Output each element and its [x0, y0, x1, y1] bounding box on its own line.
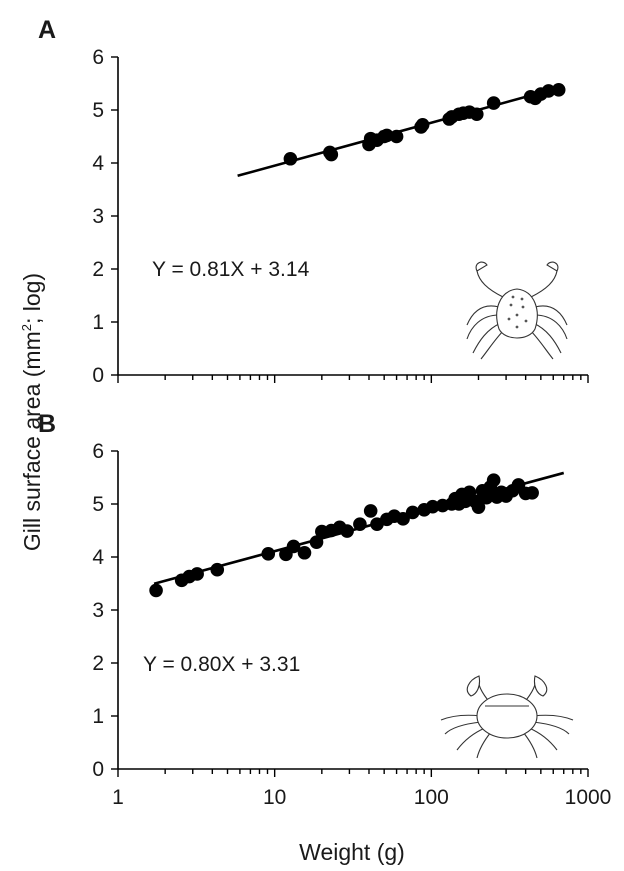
- panel-b-data-point: [405, 505, 420, 520]
- panel-b-data-point: [210, 562, 225, 577]
- x-axis-title: Weight (g): [299, 839, 405, 865]
- panel-b-data-point: [149, 583, 163, 598]
- panel-a-data-point: [389, 129, 404, 144]
- panel-a-y-tick-label: 3: [92, 205, 104, 228]
- panel-a-data-point: [415, 118, 430, 132]
- panel-a-letter: A: [38, 16, 56, 44]
- panel-a-y-tick-label: 5: [92, 99, 104, 122]
- panel-b-data-point: [261, 547, 276, 561]
- panel-b-data-point: [396, 512, 410, 526]
- panel-b-y-tick-label: 4: [92, 546, 104, 569]
- panel-b-x-tick-label: 100: [414, 786, 449, 809]
- panel-b-data-point: [297, 545, 312, 560]
- panel-b-y-tick-label: 1: [92, 705, 104, 728]
- panel-b-y-tick-label: 2: [92, 652, 104, 675]
- panel-b-y-tick-label: 3: [92, 599, 104, 622]
- panel-b-data-point: [471, 500, 486, 514]
- panel-a-equation: Y = 0.81X + 3.14: [152, 258, 310, 281]
- panel-a-y-tick-label: 1: [92, 311, 104, 334]
- panel-b-y-tick-label: 0: [92, 758, 104, 781]
- panel-b-data-point: [286, 539, 301, 554]
- panel-b-data-point: [363, 504, 378, 518]
- panel-b-letter: B: [38, 410, 56, 438]
- panel-a-y-tick-label: 6: [92, 46, 104, 69]
- panel-a-y-tick-label: 4: [92, 152, 104, 175]
- panel-b-equation: Y = 0.80X + 3.31: [143, 653, 300, 676]
- panel-b-x-tick-label: 1000: [565, 786, 612, 809]
- panel-a-y-tick-label: 0: [92, 364, 104, 387]
- panel-a-data-point: [283, 151, 298, 166]
- shore-crab-icon: [440, 675, 574, 759]
- panel-b-x-tick-label: 1: [112, 786, 124, 809]
- panel-b-data-point: [525, 486, 539, 500]
- panel-b-data-point: [309, 535, 324, 549]
- panel-a-data-point: [541, 84, 556, 98]
- panel-b-data-point: [340, 524, 354, 538]
- panel-b-data-point: [353, 517, 367, 531]
- panel-a: A Y = 0.81X + 3.14 0 1 2 3 4 5 6: [38, 16, 589, 387]
- panel-a-data-point: [551, 83, 566, 97]
- panel-b-x-tick-label: 10: [263, 786, 286, 809]
- panel-a-y-tick-label: 2: [92, 258, 104, 281]
- panel-b-data-point: [190, 567, 204, 581]
- panel-b-y-tick-label: 5: [92, 493, 104, 516]
- panel-b-data-point: [479, 490, 494, 505]
- panel-a-data-point: [324, 147, 339, 162]
- spider-crab-icon: [466, 261, 568, 360]
- panel-b-data-point: [486, 473, 501, 487]
- y-axis-title: Gill surface area (mm2; log): [19, 273, 45, 551]
- panel-b-y-tick-label: 6: [92, 440, 104, 463]
- panel-a-data-point: [469, 107, 484, 122]
- panel-a-data-point: [486, 96, 501, 110]
- panel-b-data-point: [425, 499, 440, 514]
